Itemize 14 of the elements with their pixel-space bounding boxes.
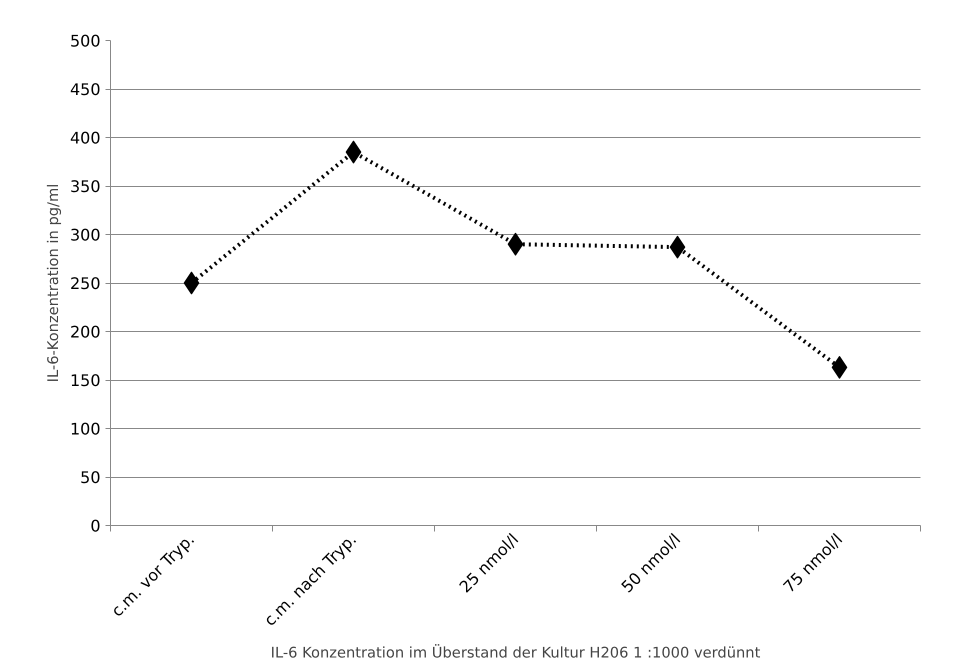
y-tick-label: 0 [90, 516, 101, 536]
y-tick-label: 500 [70, 32, 101, 50]
y-tick-label: 250 [70, 274, 101, 293]
y-axis-title: IL-6-Konzentration in pg/ml [44, 184, 62, 382]
y-tick-label: 450 [70, 80, 101, 99]
y-tick-label: 100 [70, 420, 101, 438]
x-axis-title: IL-6 Konzentration im Überstand der Kultur H206 1 :1000 verdünnt [270, 643, 761, 662]
y-tick-label: 350 [70, 177, 101, 196]
y-tick-label: 150 [70, 371, 101, 390]
y-tick-label: 400 [70, 128, 101, 148]
y-tick-label: 50 [80, 468, 100, 487]
y-tick-label: 300 [70, 226, 101, 244]
x-tick-label: c.m. vor Tryp. [107, 530, 198, 620]
y-tick-label: 200 [70, 322, 101, 342]
